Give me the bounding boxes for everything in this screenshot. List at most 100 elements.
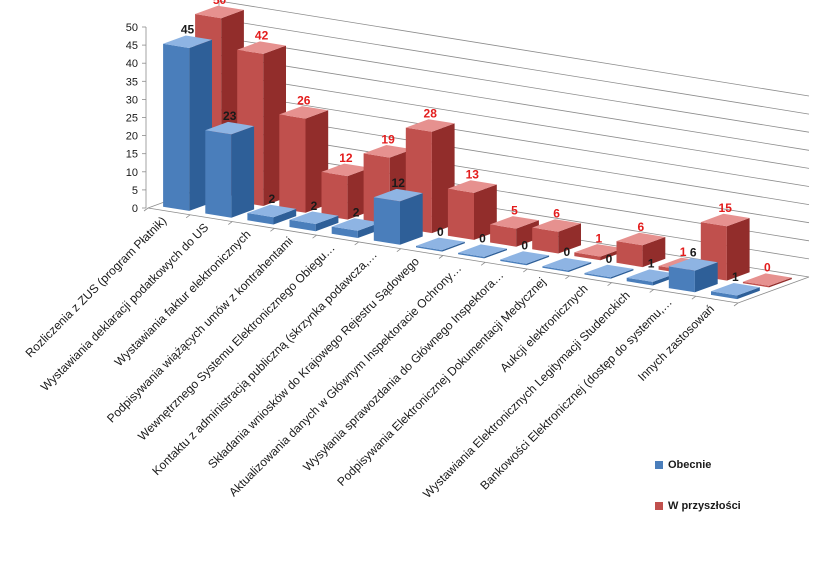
- bar-obecnie-front: [500, 259, 527, 266]
- x-tick-label: Podpisywania wiążących umów z kontrahent…: [104, 234, 295, 425]
- data-label-obecnie: 12: [392, 176, 406, 190]
- data-label-w-przyszlosci: 50: [213, 0, 227, 7]
- bar-obecnie-top: [205, 121, 255, 135]
- gridline: [218, 36, 810, 133]
- x-tick-mark: [523, 268, 528, 273]
- data-label-obecnie: 0: [606, 252, 613, 266]
- bar-w-przyszlosci-top: [321, 163, 371, 177]
- bar-obecnie-side: [568, 262, 592, 272]
- bar-w-przyszlosci-front: [616, 241, 643, 268]
- bar-obecnie-front: [711, 291, 738, 300]
- bar-obecnie-front: [626, 277, 653, 286]
- data-label-w-przyszlosci: 0: [764, 261, 771, 275]
- bar-w-przyszlosci-side: [769, 277, 792, 288]
- x-tick-mark: [143, 207, 149, 212]
- data-label-obecnie: 0: [479, 232, 486, 246]
- x-tick-mark: [312, 234, 317, 239]
- data-label-obecnie: 0: [521, 238, 528, 252]
- legend-swatch-w-przyszlosci: [655, 502, 663, 510]
- x-tick-mark: [691, 295, 697, 300]
- data-label-w-przyszlosci: 1: [595, 231, 602, 245]
- bar-obecnie-top: [542, 257, 592, 271]
- gridline: [218, 91, 810, 187]
- bar-obecnie-top: [289, 211, 339, 224]
- y-tick-label: 15: [126, 149, 138, 161]
- floor-edge-right: [737, 276, 810, 304]
- legend-swatch-obecnie: [655, 461, 663, 469]
- data-label-obecnie: 0: [563, 245, 570, 259]
- bar-obecnie-front: [416, 245, 443, 252]
- data-label-w-przyszlosci: 26: [297, 93, 311, 107]
- x-tick-label: Aktualizowania danych w Głównym Inspekto…: [226, 261, 464, 499]
- data-label-obecnie: 2: [268, 192, 275, 206]
- bar-w-przyszlosci-front: [279, 114, 306, 213]
- y-tick-label: 50: [126, 22, 138, 34]
- x-tick-mark: [228, 221, 233, 225]
- bar-w-przyszlosci-top: [405, 119, 455, 132]
- x-tick-mark: [396, 248, 402, 253]
- data-label-obecnie: 2: [353, 206, 360, 220]
- bar-obecnie-front: [289, 219, 316, 232]
- data-label-w-przyszlosci: 15: [719, 201, 733, 215]
- data-label-w-przyszlosci: 6: [553, 207, 560, 221]
- bar-obecnie-side: [610, 268, 634, 279]
- bar-obecnie-top: [711, 283, 760, 296]
- bar-w-przyszlosci-top: [447, 180, 497, 193]
- bar-obecnie-side: [400, 193, 423, 245]
- bar-obecnie-side: [315, 215, 339, 232]
- bar-w-przyszlosci-front: [532, 227, 559, 254]
- data-label-w-przyszlosci: 5: [511, 203, 518, 217]
- bar-w-przyszlosci-top: [574, 244, 624, 257]
- bar-obecnie-front: [163, 43, 190, 211]
- x-tick-mark: [565, 275, 570, 280]
- data-label-obecnie: 2: [311, 199, 318, 213]
- data-label-obecnie: 0: [437, 225, 444, 239]
- bar-w-przyszlosci-front: [321, 171, 348, 220]
- y-tick-label: 10: [126, 167, 138, 179]
- bar-obecnie-side: [442, 241, 465, 252]
- y-tick-label: 25: [126, 113, 138, 125]
- bar-obecnie-front: [542, 266, 569, 272]
- bar-w-przyszlosci-top: [490, 216, 539, 229]
- bar-w-przyszlosci-front: [447, 188, 474, 240]
- legend-label-w-przyszlosci: W przyszłości: [668, 500, 741, 512]
- bar-obecnie-front: [205, 130, 232, 218]
- data-label-obecnie: 1: [732, 270, 739, 284]
- bar-w-przyszlosci-side: [726, 218, 750, 281]
- y-tick-label: 0: [132, 203, 138, 215]
- x-tick-label: Wystawiania deklaracji podatkowych do US: [38, 220, 211, 393]
- x-tick-mark: [480, 261, 486, 266]
- bar-obecnie-top: [247, 204, 297, 218]
- bar-w-przyszlosci-top: [700, 213, 750, 227]
- bar-w-przyszlosci-top: [363, 145, 413, 158]
- bar-obecnie-top: [500, 251, 550, 264]
- bar-obecnie-front: [373, 197, 400, 245]
- bar-obecnie-front: [668, 266, 695, 293]
- bar-w-przyszlosci-top: [532, 219, 581, 232]
- bar-w-przyszlosci-side: [642, 237, 666, 268]
- x-tick-label: Aukcji elektronicznych: [497, 282, 590, 375]
- y-tick-label: 30: [126, 94, 138, 106]
- data-label-w-przyszlosci: 42: [255, 29, 269, 43]
- x-tick-label: Kontaktu z administracją publiczną (skrz…: [149, 248, 380, 479]
- bar-obecnie-top: [163, 35, 212, 48]
- bar-obecnie-side: [231, 126, 255, 218]
- y-tick-label: 40: [126, 58, 138, 70]
- bar-w-przyszlosci-front: [574, 252, 601, 261]
- bar-w-przyszlosci-top: [742, 273, 792, 286]
- legend-label-obecnie: Obecnie: [668, 459, 712, 471]
- legend-item-obecnie: Obecnie: [655, 459, 711, 471]
- bar-w-przyszlosci-top: [616, 232, 666, 246]
- data-label-w-przyszlosci: 13: [466, 168, 480, 182]
- bar-obecnie-top: [331, 218, 381, 231]
- y-tick-label: 35: [126, 76, 138, 88]
- bar-obecnie-top: [668, 258, 718, 271]
- x-tick-mark: [607, 282, 612, 286]
- bar-obecnie-side: [737, 287, 760, 300]
- y-tick-label: 45: [126, 40, 138, 52]
- bar-w-przyszlosci-top: [279, 106, 329, 119]
- x-tick-mark: [438, 255, 444, 259]
- bar-obecnie-front: [247, 213, 274, 225]
- y-tick-label: 20: [126, 131, 138, 143]
